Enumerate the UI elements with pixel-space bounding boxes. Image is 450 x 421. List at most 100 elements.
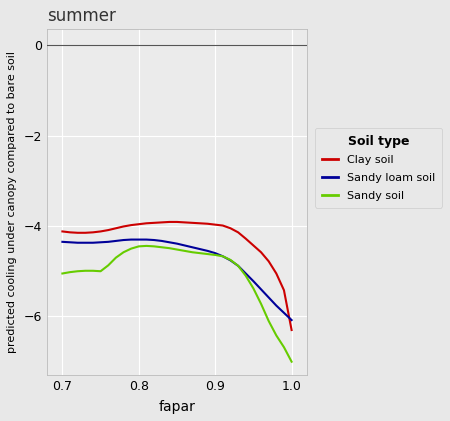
Sandy soil — [128, 246, 134, 251]
Line: Clay soil: Clay soil — [63, 222, 292, 330]
Sandy soil — [274, 333, 279, 338]
Sandy soil — [220, 254, 225, 259]
Clay soil — [121, 224, 126, 229]
Sandy loam soil — [205, 248, 210, 253]
Sandy loam soil — [98, 240, 104, 245]
Sandy soil — [83, 268, 88, 273]
Clay soil — [128, 223, 134, 228]
Sandy soil — [151, 244, 157, 249]
Sandy soil — [182, 248, 187, 253]
Sandy soil — [212, 253, 218, 258]
Clay soil — [235, 230, 241, 235]
Sandy loam soil — [189, 245, 195, 250]
Sandy soil — [243, 273, 248, 278]
Sandy soil — [205, 251, 210, 256]
Sandy soil — [235, 263, 241, 268]
Clay soil — [174, 219, 180, 224]
Sandy soil — [68, 269, 73, 274]
Sandy loam soil — [113, 238, 119, 243]
Sandy loam soil — [83, 240, 88, 245]
Clay soil — [151, 220, 157, 225]
Sandy loam soil — [128, 237, 134, 242]
X-axis label: fapar: fapar — [158, 400, 195, 414]
Sandy soil — [90, 268, 96, 273]
Sandy loam soil — [68, 240, 73, 245]
Sandy soil — [75, 269, 81, 274]
Sandy soil — [258, 301, 264, 306]
Sandy soil — [121, 250, 126, 255]
Sandy soil — [144, 243, 149, 248]
Clay soil — [144, 221, 149, 226]
Clay soil — [274, 271, 279, 276]
Sandy soil — [228, 257, 233, 262]
Sandy loam soil — [220, 254, 225, 259]
Sandy soil — [174, 247, 180, 252]
Sandy loam soil — [251, 279, 256, 284]
Line: Sandy soil: Sandy soil — [63, 246, 292, 362]
Legend: Clay soil, Sandy loam soil, Sandy soil: Clay soil, Sandy loam soil, Sandy soil — [315, 128, 442, 208]
Sandy soil — [113, 255, 119, 260]
Sandy loam soil — [90, 240, 96, 245]
Sandy soil — [166, 245, 172, 250]
Sandy loam soil — [258, 287, 264, 292]
Sandy soil — [60, 271, 65, 276]
Clay soil — [75, 230, 81, 235]
Clay soil — [90, 230, 96, 235]
Sandy soil — [266, 318, 271, 323]
Sandy loam soil — [75, 240, 81, 245]
Sandy loam soil — [274, 303, 279, 308]
Sandy loam soil — [166, 240, 172, 245]
Sandy loam soil — [243, 271, 248, 276]
Clay soil — [60, 229, 65, 234]
Sandy loam soil — [212, 250, 218, 256]
Clay soil — [68, 230, 73, 235]
Sandy loam soil — [235, 263, 241, 268]
Sandy loam soil — [182, 243, 187, 248]
Clay soil — [243, 236, 248, 241]
Sandy soil — [159, 245, 164, 250]
Clay soil — [220, 223, 225, 228]
Clay soil — [228, 226, 233, 231]
Clay soil — [113, 226, 119, 231]
Sandy loam soil — [151, 237, 157, 242]
Sandy loam soil — [174, 241, 180, 246]
Clay soil — [258, 250, 264, 255]
Line: Sandy loam soil: Sandy loam soil — [63, 240, 292, 320]
Sandy loam soil — [121, 237, 126, 242]
Clay soil — [136, 222, 141, 227]
Sandy loam soil — [197, 247, 202, 252]
Sandy soil — [136, 244, 141, 249]
Clay soil — [83, 230, 88, 235]
Sandy soil — [251, 286, 256, 291]
Sandy soil — [98, 269, 104, 274]
Clay soil — [106, 228, 111, 233]
Sandy loam soil — [228, 258, 233, 263]
Y-axis label: predicted cooling under canopy compared to bare soil: predicted cooling under canopy compared … — [7, 51, 17, 353]
Sandy loam soil — [144, 237, 149, 242]
Clay soil — [212, 222, 218, 227]
Clay soil — [159, 220, 164, 225]
Clay soil — [197, 221, 202, 226]
Sandy loam soil — [136, 237, 141, 242]
Sandy soil — [197, 250, 202, 256]
Sandy loam soil — [266, 295, 271, 300]
Clay soil — [251, 243, 256, 248]
Clay soil — [205, 221, 210, 226]
Sandy soil — [106, 263, 111, 268]
Clay soil — [189, 220, 195, 225]
Clay soil — [289, 328, 294, 333]
Clay soil — [98, 229, 104, 234]
Clay soil — [182, 220, 187, 225]
Sandy loam soil — [281, 310, 287, 315]
Text: summer: summer — [47, 7, 116, 25]
Sandy loam soil — [106, 239, 111, 244]
Sandy soil — [289, 359, 294, 364]
Clay soil — [166, 219, 172, 224]
Clay soil — [281, 288, 287, 293]
Sandy soil — [189, 250, 195, 255]
Sandy loam soil — [159, 238, 164, 243]
Sandy loam soil — [60, 239, 65, 244]
Sandy loam soil — [289, 317, 294, 322]
Sandy soil — [281, 345, 287, 350]
Clay soil — [266, 259, 271, 264]
